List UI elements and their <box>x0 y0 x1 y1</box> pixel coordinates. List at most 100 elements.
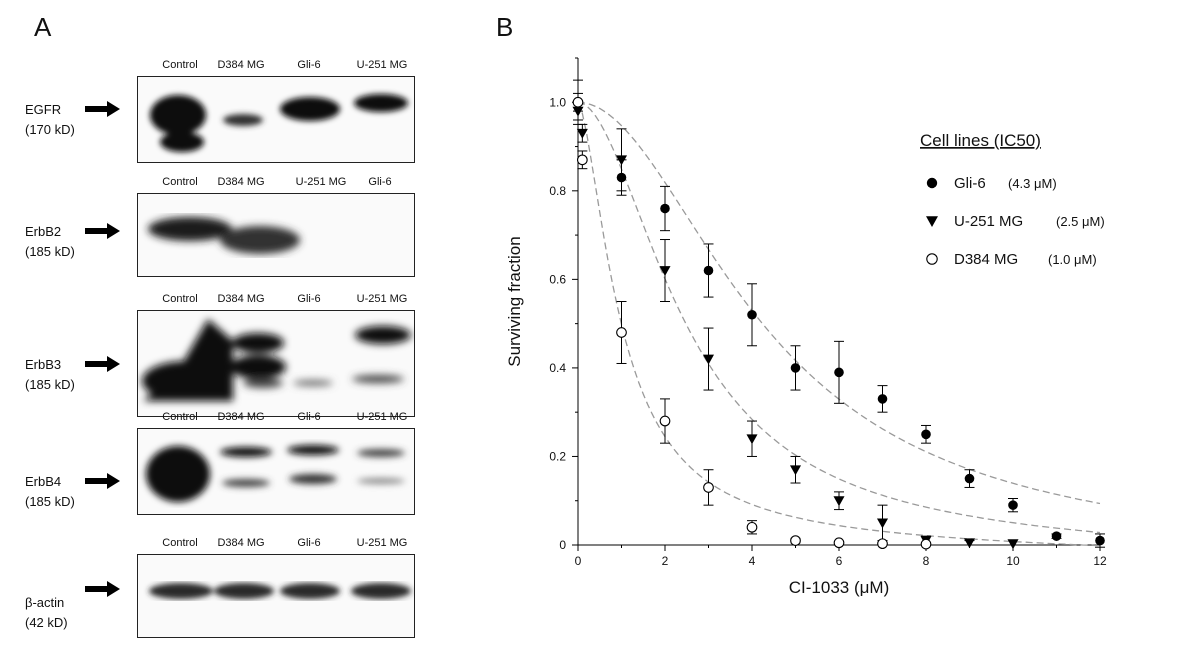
legend-entry-ic50: (4.3 μM) <box>1008 176 1057 191</box>
data-point-d384-mg <box>703 482 714 493</box>
data-point-u-251-mg <box>789 465 802 476</box>
data-point-d384-mg <box>616 327 627 338</box>
protein-size: (42 kD) <box>25 615 68 630</box>
lane-label: Control <box>162 537 198 549</box>
lane-labels: Control D384 MG Gli-6 U-251 MG <box>137 59 413 75</box>
data-point-gli-6 <box>834 367 844 378</box>
lane-label: D384 MG <box>217 176 265 188</box>
lane-label: U-251 MG <box>356 411 408 423</box>
data-point-d384-mg <box>790 535 801 546</box>
arrow-icon <box>85 101 120 117</box>
lane-label: Control <box>162 293 198 305</box>
x-tick-label: 8 <box>923 554 930 568</box>
blot-image <box>137 76 415 163</box>
data-point-u-251-mg <box>963 538 976 549</box>
panel-a-letter: A <box>34 12 52 42</box>
lane-label: Gli-6 <box>368 176 392 188</box>
lane-labels: Control D384 MG U-251 MG Gli-6 <box>137 176 413 192</box>
panel-b-letter: B <box>496 12 514 42</box>
fit-curve <box>577 101 1101 534</box>
fit-curve <box>577 102 1101 547</box>
blot-image <box>137 310 415 417</box>
data-point-gli-6 <box>747 309 757 320</box>
protein-name: β-actin <box>25 595 65 610</box>
x-tick-label: 4 <box>749 554 756 568</box>
lane-label: U-251 MG <box>356 293 408 305</box>
data-point-u-251-mg <box>1007 539 1019 550</box>
protein-name: ErbB3 <box>25 357 62 372</box>
legend-marker-icon <box>926 253 938 265</box>
lane-label: Gli-6 <box>297 537 321 549</box>
x-tick-label: 6 <box>836 554 843 568</box>
y-tick-label: 1.0 <box>549 95 566 109</box>
data-point-u-251-mg <box>833 496 845 507</box>
data-point-d384-mg <box>920 538 932 550</box>
lane-labels: Control D384 MG Gli-6 U-251 MG <box>137 411 413 427</box>
lane-labels: Control D384 MG Gli-6 U-251 MG <box>137 293 413 309</box>
blot-image <box>137 428 415 515</box>
lane-label: Gli-6 <box>297 411 321 423</box>
data-point-u-251-mg <box>659 266 671 277</box>
x-tick-label: 2 <box>662 554 669 568</box>
data-points <box>572 79 1105 550</box>
x-tick-label: 12 <box>1093 554 1107 568</box>
arrow-icon <box>85 356 120 372</box>
protein-label: ErbB2 (185 kD) <box>25 222 75 262</box>
lane-label: Control <box>162 176 198 188</box>
protein-size: (185 kD) <box>25 244 75 259</box>
y-tick-label: 0.6 <box>549 272 566 286</box>
blot-image <box>137 554 415 638</box>
lane-label: Control <box>162 411 198 423</box>
lane-label: D384 MG <box>217 59 265 71</box>
y-tick-label: 0.2 <box>549 449 566 463</box>
data-point-gli-6 <box>1008 500 1018 510</box>
legend-entry-name: Gli-6 <box>954 175 986 192</box>
blot-image <box>137 193 415 277</box>
x-tick-label: 0 <box>575 554 582 568</box>
lane-labels: Control D384 MG Gli-6 U-251 MG <box>137 537 413 553</box>
legend-entry-ic50: (1.0 μM) <box>1048 252 1097 267</box>
arrow-icon <box>85 581 120 597</box>
lane-label: U-251 MG <box>295 176 347 188</box>
lane-label: Control <box>162 59 198 71</box>
data-point-gli-6 <box>1051 531 1062 541</box>
data-point-gli-6 <box>790 363 801 373</box>
lane-label: U-251 MG <box>356 537 408 549</box>
lane-label: D384 MG <box>217 411 265 423</box>
data-point-d384-mg <box>877 538 888 550</box>
arrow-icon <box>85 223 120 239</box>
lane-label: Gli-6 <box>297 59 321 71</box>
protein-label: EGFR (170 kD) <box>25 100 75 140</box>
legend-entry-name: D384 MG <box>954 251 1018 268</box>
data-point-d384-mg <box>659 415 671 427</box>
x-tick-label: 10 <box>1006 554 1020 568</box>
protein-size: (170 kD) <box>25 122 75 137</box>
y-tick-label: 0 <box>559 538 566 552</box>
data-point-gli-6 <box>660 203 670 214</box>
data-point-u-251-mg <box>615 155 628 166</box>
data-point-gli-6 <box>964 473 975 484</box>
legend-marker-icon <box>926 216 938 227</box>
data-point-gli-6 <box>703 265 714 276</box>
data-point-gli-6 <box>1095 535 1105 546</box>
protein-name: ErbB4 <box>25 474 62 489</box>
data-point-u-251-mg <box>702 354 715 365</box>
data-point-u-251-mg <box>576 128 588 139</box>
data-point-d384-mg <box>576 154 588 166</box>
protein-label: ErbB4 (185 kD) <box>25 472 75 512</box>
legend-title: Cell lines (IC50) <box>920 131 1041 150</box>
y-tick-label: 0.8 <box>549 184 566 198</box>
fit-curves <box>577 101 1101 547</box>
protein-name: ErbB2 <box>25 224 62 239</box>
fit-curve <box>577 101 1101 505</box>
data-point-d384-mg <box>833 537 845 549</box>
protein-name: EGFR <box>25 102 62 117</box>
protein-size: (185 kD) <box>25 494 75 509</box>
legend: Cell lines (IC50) Gli-6 (4.3 μM) U-251 MG (2… <box>920 131 1105 268</box>
y-axis-label: Surviving fraction <box>505 236 524 366</box>
data-point-u-251-mg <box>876 518 889 529</box>
lane-label: Gli-6 <box>297 293 321 305</box>
legend-entry-name: U-251 MG <box>954 213 1023 230</box>
protein-label: β-actin (42 kD) <box>25 593 68 633</box>
y-tick-label: 0.4 <box>549 361 566 375</box>
